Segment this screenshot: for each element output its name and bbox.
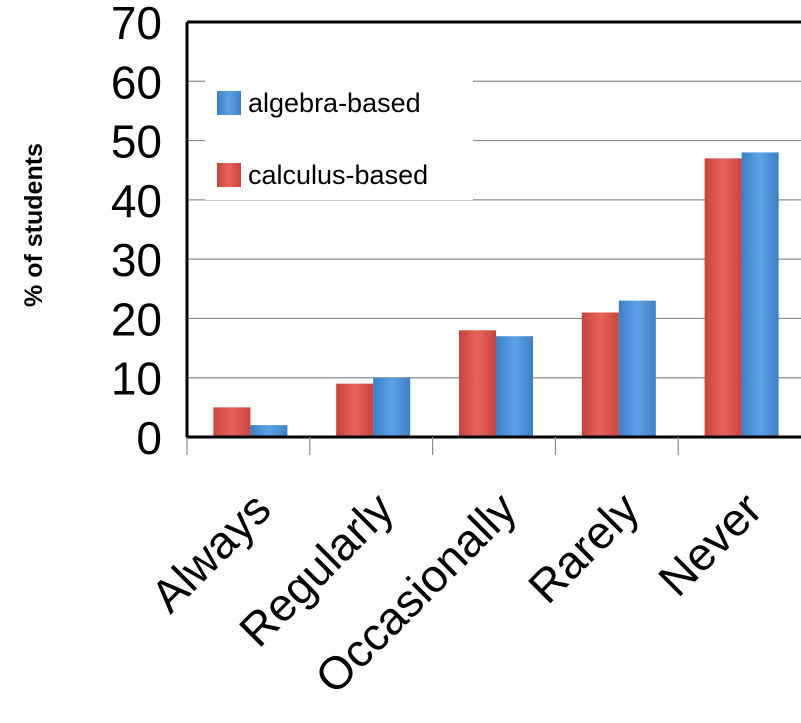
legend: algebra-based calculus-based [205,70,473,200]
bars [213,152,779,437]
bar-calculus-based-never [704,158,742,437]
bar-algebra-based-rarely [618,300,656,437]
y-tick-labels: 0 10 20 30 40 50 60 70 [111,0,162,464]
legend-label-calculus-based: calculus-based [248,160,428,190]
y-axis-label: % of students [20,143,48,307]
legend-swatch-calculus-based [217,163,241,187]
x-tick-label: Rarely [518,482,649,613]
y-tick-label: 70 [111,0,162,49]
y-tick-label: 20 [111,293,162,345]
bar-calculus-based-rarely [581,312,619,437]
bar-calculus-based-occasionally [459,330,496,437]
bar-algebra-based-always [250,425,288,437]
bar-algebra-based-occasionally [496,336,533,437]
axes [185,20,801,455]
y-tick-label: 50 [111,116,162,168]
legend-box [205,70,473,200]
bar-calculus-based-regularly [336,383,374,437]
bar-algebra-based-regularly [373,377,411,437]
x-tick-label: Never [648,482,772,606]
y-tick-label: 10 [111,353,162,405]
bar-calculus-based-always [213,407,251,437]
legend-label-algebra-based: algebra-based [248,88,421,118]
y-tick-label: 60 [111,56,162,108]
legend-swatch-algebra-based [217,91,241,115]
y-tick-label: 0 [136,412,162,464]
y-tick-label: 40 [111,175,162,227]
bar-algebra-based-never [741,152,779,437]
y-tick-label: 30 [111,234,162,286]
